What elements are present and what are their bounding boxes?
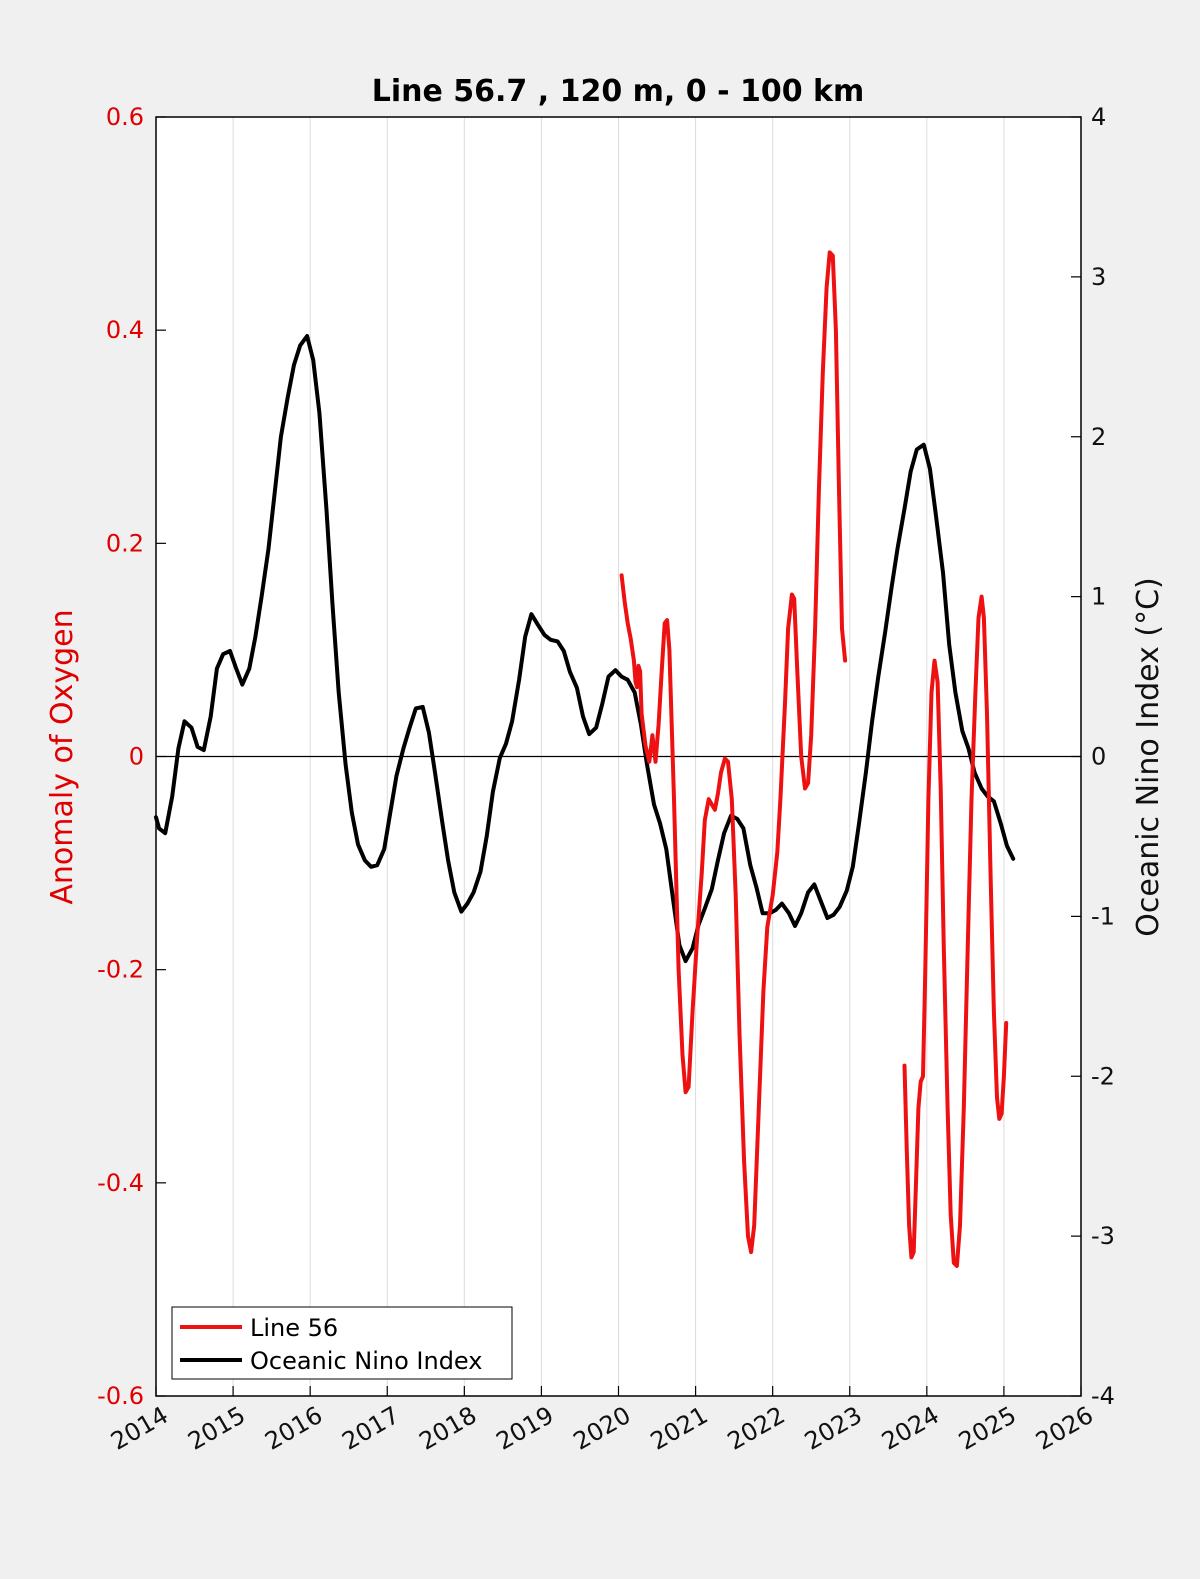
- y-right-tick-label: -1: [1091, 902, 1115, 930]
- y-right-tick-label: 2: [1091, 423, 1106, 451]
- legend-box: [171, 1306, 513, 1380]
- y-right-tick-label: -4: [1091, 1382, 1115, 1410]
- y-left-tick-label: 0.4: [106, 316, 144, 344]
- y-right-tick-label: -2: [1091, 1062, 1115, 1090]
- y-left-tick-label: -0.4: [97, 1169, 144, 1197]
- line56-series-segment-0: [619, 250, 848, 1255]
- y-axis-right-label: Oceanic Nino Index (°C): [1131, 577, 1166, 937]
- y-left-tick-label: -0.6: [97, 1382, 144, 1410]
- y-right-tick-label: 3: [1091, 263, 1106, 291]
- legend: Line 56 Oceanic Nino Index: [171, 1306, 513, 1380]
- y-left-tick-label: 0.2: [106, 529, 144, 557]
- y-axis-left-label: Anomaly of Oxygen: [45, 609, 80, 904]
- legend-line56-label: Line 56: [250, 1314, 338, 1342]
- series-layer: [154, 250, 1016, 1268]
- y-left-tick-label: -0.2: [97, 956, 144, 984]
- legend-oni-label: Oceanic Nino Index: [250, 1347, 482, 1375]
- y-right-tick-label: 4: [1091, 103, 1106, 131]
- y-left-tick-label: 0: [129, 743, 144, 771]
- y-right-tick-label: 1: [1091, 583, 1106, 611]
- y-left-tick-label: 0.6: [106, 103, 144, 131]
- y-right-tick-label: -3: [1091, 1222, 1115, 1250]
- line56-series-segment-1: [902, 594, 1009, 1268]
- oni-series-segment-0: [154, 334, 1016, 964]
- chart-title: Line 56.7 , 120 m, 0 - 100 km: [372, 74, 865, 109]
- y-right-tick-label: 0: [1091, 743, 1106, 771]
